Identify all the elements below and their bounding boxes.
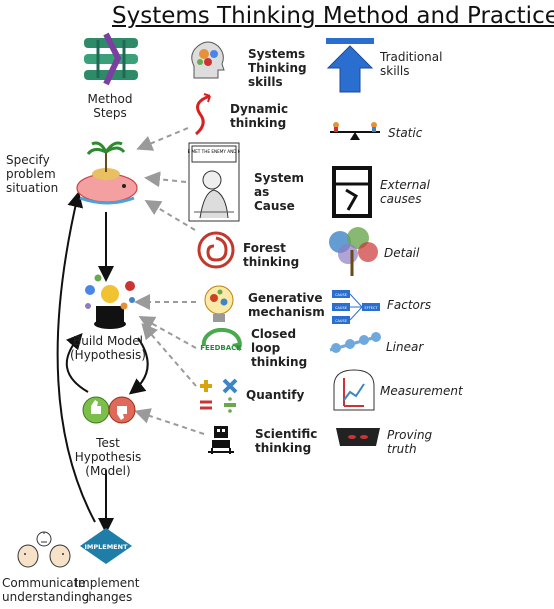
skill-closed-loop: Closed loop thinking [251,327,308,369]
factors-cause-text: CAUSE [335,306,347,310]
build-model-label: Build Model (Hypothesis) [70,334,146,362]
loop-arrow-test-to-build [65,332,89,393]
seesaw-icon [330,122,380,140]
method-steps-label: Method Steps [87,92,133,120]
dash-arrow-system-cause [144,171,187,188]
traditional-arrow-icon [326,38,374,93]
island-whale-icon [76,141,138,205]
proving-mirror-icon [336,428,380,446]
traditional-static: Static [388,126,423,140]
dash-arrow-quantify [141,322,197,387]
skill-quantify: Quantify [246,388,305,402]
measurement-icon [333,369,375,411]
math-symbols-icon [200,378,238,413]
traditional-proving: Proving truth [387,428,433,456]
factors-cause-text: CAUSE [335,293,347,297]
communicate-label: Communicate understanding [2,576,90,604]
head-gears-icon [191,41,225,79]
skill-systems-thinking: Systems Thinking skills [248,47,307,89]
traditional-linear: Linear [386,340,424,354]
traditional-external: External causes [380,178,430,206]
skill-forest: Forest thinking [243,241,300,269]
traditional-detail: Detail [384,246,420,260]
skill-scientific: Scientific thinking [255,427,318,455]
generative-bulb-icon [204,285,234,322]
loop-arrow-build-to-test [128,337,149,395]
implement-label: Implement changes [74,576,140,604]
scientist-icon [208,426,234,454]
forest-spiral-icon [197,231,235,269]
dynamic-swirl-icon [195,93,211,136]
model-build-icon [85,274,135,329]
skill-system-as-cause: System as Cause [254,171,304,213]
method-steps-icon [84,32,138,86]
specify-label: Specify problem situation [6,153,59,195]
test-hypothesis-label: Test Hypothesis (Model) [74,436,142,478]
skill-generative: Generative mechanism [248,291,325,319]
implement-icon: IMPLEMENT [80,528,132,564]
pogo-cartoon-icon: WE HAVE MET THE ENEMY AND HE IS US. [188,142,240,222]
traditional-measurement: Measurement [380,384,463,398]
skill-dynamic: Dynamic thinking [230,102,289,130]
window-icon [332,166,372,218]
factors-effect-text: EFFECT [364,306,378,310]
dash-arrow-scientific [134,408,205,435]
factors-cause-text: CAUSE [335,319,347,323]
traditional-factors: Factors [387,298,432,312]
page-title: Systems Thinking Method and Practice [112,3,554,29]
factors-icon: CAUSE CAUSE CAUSE EFFECT [332,290,380,324]
dash-arrow-closed-loop [138,316,197,349]
dash-arrow-forest [144,199,196,231]
thumbs-icon [82,396,136,424]
cartoon-caption: WE HAVE MET THE ENEMY AND HE IS US. [188,149,240,154]
feedback-icon-text: FEEDBACK [200,344,242,352]
communicate-icon [17,531,71,568]
feedback-loop-icon: FEEDBACK [200,328,242,352]
implement-icon-text: IMPLEMENT [84,543,128,551]
traditional-header: Traditional skills [380,50,443,78]
dash-arrow-dynamic [136,127,189,151]
detail-tree-icon [329,227,378,276]
return-arrow-implement-to-specify [56,191,96,523]
linear-chain-icon [329,332,381,353]
